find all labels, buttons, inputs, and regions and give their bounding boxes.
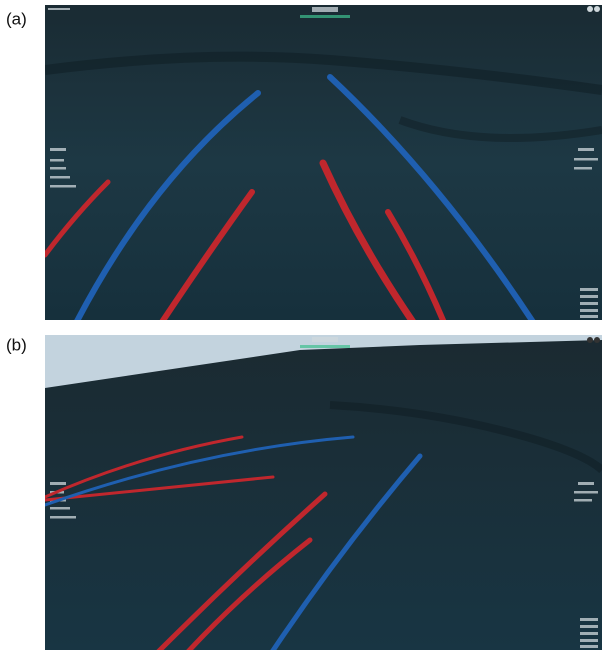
panel-b [45, 317, 602, 650]
panel-label: (b) [6, 335, 27, 354]
panel-label: (a) [6, 9, 27, 28]
page: {"panels": [{"label": "(a)"}, {"label": … [0, 0, 602, 650]
title-text [312, 337, 338, 342]
toolbar [300, 345, 350, 348]
icon-button[interactable] [587, 337, 593, 343]
icon-button[interactable] [587, 6, 593, 12]
figure: (a) (b) [0, 0, 602, 650]
icon-button[interactable] [594, 337, 600, 343]
icon-button[interactable] [594, 6, 600, 12]
toolbar [300, 15, 350, 18]
title-text [312, 7, 338, 12]
panel-a [45, 0, 602, 325]
status-text [48, 8, 70, 10]
